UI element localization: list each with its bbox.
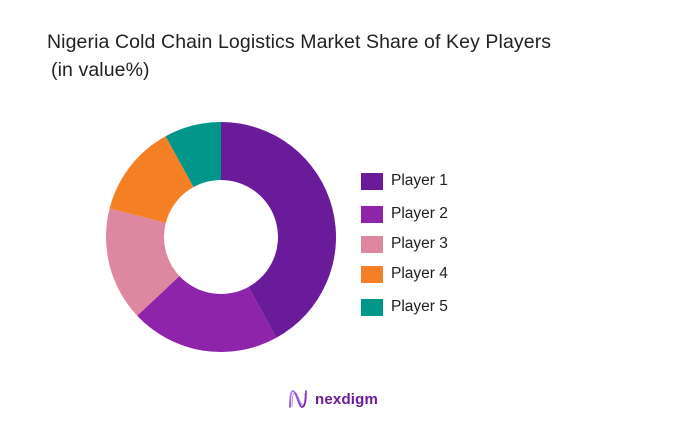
brand-name: nexdigm (315, 390, 379, 408)
donut-slice-player-5 (165, 122, 221, 188)
legend-label: Player 1 (391, 172, 448, 189)
legend-item-player-2: Player 2 (361, 205, 448, 223)
donut-slice-player-3 (105, 208, 180, 316)
chart-subtitle: (in value%) (51, 59, 150, 81)
legend-label: Player 4 (391, 265, 448, 282)
legend-swatch (361, 235, 383, 253)
donut-slice-player-1 (221, 122, 336, 338)
nexdigm-wave-icon (289, 390, 307, 408)
donut-slice-player-4 (109, 136, 194, 223)
legend-item-player-3: Player 3 (361, 235, 448, 253)
donut-slice-player-2 (137, 276, 277, 353)
legend-item-player-5: Player 5 (361, 298, 448, 316)
legend-label: Player 5 (391, 298, 448, 315)
brand-logo: nexdigm (287, 388, 378, 410)
legend-item-player-1: Player 1 (361, 172, 448, 190)
legend-label: Player 2 (391, 205, 448, 222)
chart-title-main: Nigeria Cold Chain Logistics Market Shar… (47, 31, 552, 53)
legend-label: Player 3 (391, 235, 448, 252)
legend-swatch (361, 265, 383, 283)
legend-swatch (361, 298, 383, 316)
legend-swatch (361, 172, 383, 190)
legend-swatch (361, 205, 383, 223)
legend-item-player-4: Player 4 (361, 265, 448, 283)
chart-title: Nigeria Cold Chain Logistics Market Shar… (47, 28, 551, 84)
